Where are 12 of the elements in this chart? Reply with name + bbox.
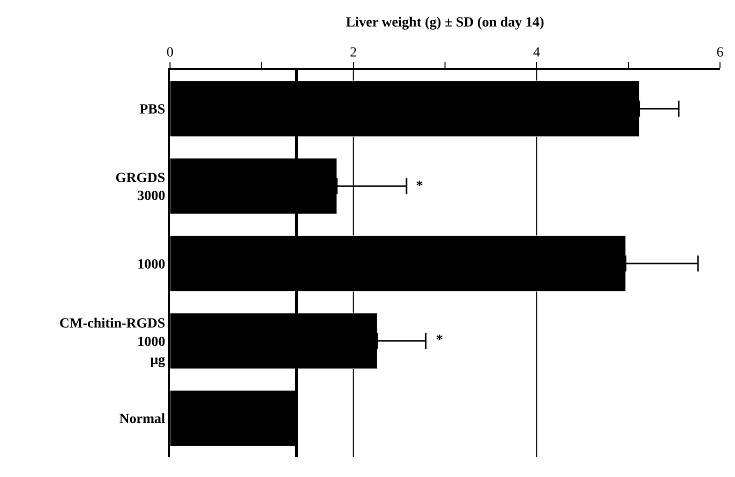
annotation: * (436, 333, 443, 348)
y-tick-label: CM-chitin-RGDS 1000 μg (59, 316, 166, 368)
y-tick-label: Normal (119, 412, 166, 428)
x-tick-label: 6 (716, 45, 724, 60)
x-tick-label: 2 (350, 45, 357, 60)
x-axis-title: Liver weight (g) ± SD (on day 14) (346, 16, 545, 30)
y-tick-label: PBS (140, 102, 166, 118)
x-tick-label: 0 (166, 45, 174, 60)
y-tick-label: GRGDS 3000 (115, 170, 166, 204)
x-tick-label: 4 (533, 45, 540, 60)
y-tick-label: 1000 (137, 257, 166, 272)
annotation: * (416, 179, 423, 194)
